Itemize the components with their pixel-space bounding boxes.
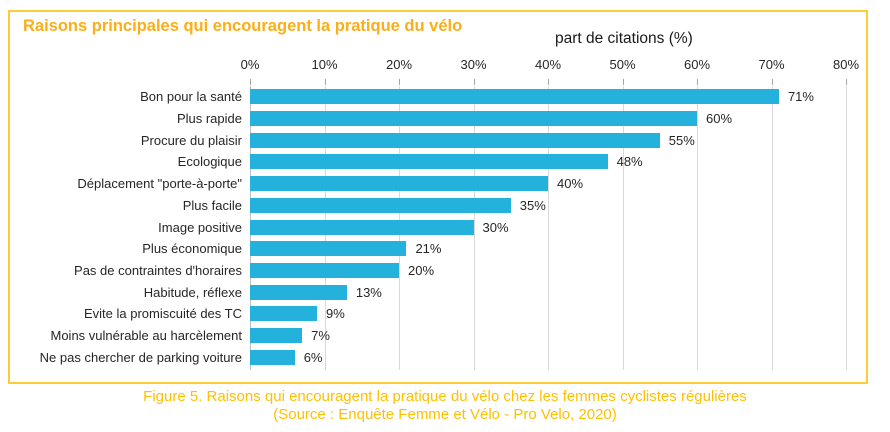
bar (250, 262, 399, 278)
bar (250, 284, 347, 300)
x-tick-mark-40 (548, 79, 549, 85)
x-tick-label-40: 40% (534, 57, 562, 72)
x-tick-label-20: 20% (385, 57, 413, 72)
x-tick-mark-60 (697, 79, 698, 85)
bar-value-label: 21% (415, 241, 442, 257)
bar-value-label: 30% (482, 219, 509, 235)
x-tick-mark-10 (324, 79, 326, 85)
x-tick-mark-70 (771, 79, 773, 85)
category-label: Procure du plaisir (140, 132, 242, 148)
bar (250, 132, 660, 148)
bar (250, 89, 779, 105)
bar-value-label: 13% (355, 284, 382, 300)
category-label: Plus rapide (176, 111, 242, 127)
bar-value-label: 40% (557, 176, 584, 192)
figure-caption-line1: Figure 5. Raisons qui encouragent la pra… (143, 388, 747, 405)
x-tick-mark-80 (846, 79, 847, 85)
x-tick-label-10: 10% (311, 57, 338, 72)
chart-frame: Raisons principales qui encouragent la p… (8, 10, 868, 384)
bar (250, 111, 697, 127)
gridline-50 (622, 86, 624, 370)
gridline-40 (548, 86, 549, 370)
bar (250, 154, 608, 170)
x-tick-label-60: 60% (683, 57, 711, 72)
bar (250, 306, 318, 322)
chart-title: Raisons principales qui encouragent la p… (23, 17, 463, 35)
bar (250, 327, 303, 343)
x-tick-label-80: 80% (832, 57, 860, 72)
category-label: Moins vulnérable au harcèlement (50, 327, 243, 343)
bar-value-label: 48% (616, 154, 643, 170)
category-label: Image positive (158, 219, 242, 235)
bar-value-label: 7% (311, 327, 330, 343)
x-tick-label-30: 30% (460, 57, 487, 72)
bar-value-label: 6% (303, 349, 323, 365)
x-tick-label-50: 50% (609, 57, 636, 72)
figure-caption: Figure 5. Raisons qui encouragent la pra… (0, 388, 890, 423)
plot-area: 0% 10% 20% 30% 40% 50% 60% 70% 80% Bon pour la sa… (10, 12, 866, 382)
category-label: Ecologique (177, 154, 242, 170)
x-tick-label-0: 0% (240, 57, 260, 72)
gridline-80 (846, 86, 847, 370)
bar-value-label: 9% (326, 306, 345, 322)
category-label: Evite la promiscuité des TC (84, 306, 242, 322)
bar-value-label: 60% (706, 111, 733, 127)
category-label: Déplacement "porte-à-porte" (77, 176, 242, 192)
x-tick-mark-0 (250, 79, 251, 85)
bar-value-label: 35% (519, 197, 546, 213)
gridline-30 (473, 86, 475, 370)
bar (250, 176, 548, 192)
x-tick-mark-50 (622, 79, 624, 85)
x-tick-mark-20 (399, 79, 400, 85)
category-label: Plus économique (142, 241, 242, 257)
bar (250, 349, 295, 365)
gridline-60 (697, 86, 698, 370)
category-label: Ne pas chercher de parking voiture (39, 349, 242, 365)
figure-caption-line2: (Source : Enquête Femme et Vélo - Pro Ve… (273, 405, 617, 423)
category-label: Bon pour la santé (140, 89, 242, 105)
category-label: Pas de contraintes d'horaires (74, 262, 242, 278)
x-tick-mark-30 (473, 79, 475, 85)
bar (250, 219, 474, 235)
bar-value-label: 71% (787, 89, 814, 105)
bar-value-label: 20% (408, 262, 435, 278)
category-label: Habitude, réflexe (143, 284, 242, 300)
bar (250, 197, 511, 213)
bar (250, 241, 407, 257)
gridline-70 (771, 86, 773, 370)
bar-value-label: 55% (668, 132, 695, 148)
category-label: Plus facile (182, 197, 242, 213)
x-tick-label-70: 70% (758, 57, 785, 72)
x-axis-title: part de citations (%) (555, 30, 693, 47)
